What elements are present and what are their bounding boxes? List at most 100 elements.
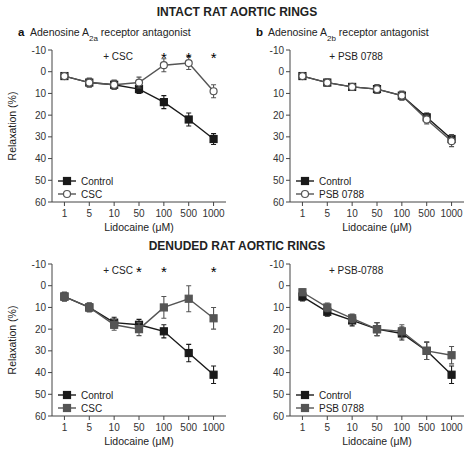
panel: -1001020304050601510501005001000Lidocain…: [6, 26, 226, 233]
panel: -1001020304050601510501005001000Lidocain…: [6, 259, 226, 448]
data-point: [324, 79, 331, 86]
x-tick-label: 50: [371, 208, 383, 219]
y-tick-label: 10: [273, 88, 285, 99]
x-tick: [89, 202, 90, 206]
x-tick-label: 10: [109, 422, 121, 433]
plot-area: [61, 57, 217, 145]
y-tick: [286, 329, 290, 330]
series-line: [302, 297, 451, 375]
error-bar: [137, 323, 142, 336]
annotation: + CSC: [103, 265, 133, 276]
data-point: [86, 304, 93, 311]
y-tick-label: 10: [35, 302, 47, 313]
legend-marker: [64, 191, 71, 198]
error-bar: [112, 80, 117, 89]
y-tick-label: 50: [273, 175, 285, 186]
y-tick-label: 30: [273, 131, 285, 142]
error-bar: [375, 323, 380, 336]
x-tick: [377, 416, 378, 420]
data-point: [448, 138, 455, 145]
y-tick: [48, 50, 52, 51]
legend: Control PSB 0788: [296, 176, 364, 200]
x-tick: [352, 416, 353, 420]
data-point: [398, 92, 405, 99]
x-axis-label: Lidocaine (μM): [104, 435, 174, 447]
y-tick: [48, 71, 52, 72]
y-tick-label: -10: [32, 45, 47, 56]
legend-marker: [302, 405, 309, 412]
series-line: [64, 297, 213, 375]
legend-label: Control: [319, 176, 351, 187]
x-tick-label: 1: [62, 422, 68, 433]
panel: -1001020304050601510501005001000Lidocain…: [256, 26, 464, 233]
y-axis: [52, 50, 53, 202]
data-point: [111, 81, 118, 88]
data-point: [185, 350, 192, 357]
data-point: [448, 371, 455, 378]
subtitle-part: receptor antagonist: [98, 26, 191, 38]
error-bar: [161, 96, 166, 109]
y-tick: [48, 416, 52, 417]
x-axis-label: Lidocaine (μM): [104, 221, 174, 233]
y-tick-label: 0: [40, 280, 46, 291]
significance-star: *: [211, 263, 217, 280]
data-point: [423, 347, 430, 354]
series: [61, 286, 217, 336]
legend: ControlCSC: [58, 390, 113, 414]
x-tick: [426, 416, 427, 420]
y-tick: [48, 285, 52, 286]
subtitle-part: receptor antagonist: [336, 26, 429, 38]
panel: -1001020304050601510501005001000Lidocain…: [270, 259, 464, 448]
annotation: + PSB-0788: [329, 265, 384, 276]
y-tick-label: 20: [35, 324, 47, 335]
x-tick: [114, 202, 115, 206]
series: [61, 57, 217, 98]
error-bar: [62, 292, 67, 301]
y-tick-label: -10: [270, 45, 285, 56]
legend-label: PSB 0788: [319, 189, 364, 200]
panel-label: a: [18, 26, 25, 38]
data-point: [299, 289, 306, 296]
y-axis: [290, 264, 291, 416]
error-bar: [300, 289, 305, 296]
y-tick: [286, 372, 290, 373]
x-tick-label: 500: [418, 208, 435, 219]
error-bar: [399, 325, 404, 338]
data-point: [185, 295, 192, 302]
subtitle-part: Adenosine A: [30, 26, 89, 38]
series-line: [302, 292, 451, 355]
y-tick: [48, 350, 52, 351]
subtitle: Adenosine A2b receptor antagonist: [268, 26, 429, 43]
data-point: [374, 326, 381, 333]
x-tick-label: 5: [325, 208, 331, 219]
x-tick: [352, 202, 353, 206]
x-tick-label: 500: [418, 422, 435, 433]
section-title: INTACT RAT AORTIC RINGS: [157, 5, 317, 19]
error-bar: [87, 303, 92, 312]
error-bar: [186, 344, 191, 361]
y-tick-label: 40: [35, 153, 47, 164]
data-point: [86, 79, 93, 86]
y-tick: [48, 372, 52, 373]
legend-label: Control: [81, 390, 113, 401]
y-tick-label: 60: [35, 411, 47, 422]
error-bar: [424, 115, 429, 124]
y-tick: [48, 115, 52, 116]
legend-marker: [302, 178, 309, 185]
y-tick-label: 50: [35, 175, 47, 186]
significance-star: *: [211, 49, 217, 66]
y-tick: [286, 264, 290, 265]
legend-marker: [64, 405, 71, 412]
data-point: [61, 293, 68, 300]
x-tick-label: 1: [300, 208, 306, 219]
legend: ControlPSB 0788: [296, 390, 364, 414]
y-tick: [286, 416, 290, 417]
y-tick-label: 60: [273, 411, 285, 422]
x-tick: [213, 202, 214, 206]
y-tick-label: 20: [273, 324, 285, 335]
y-tick: [48, 180, 52, 181]
error-bar: [424, 342, 429, 359]
y-tick-label: 30: [35, 131, 47, 142]
series-line: [64, 76, 213, 139]
data-point: [61, 73, 68, 80]
